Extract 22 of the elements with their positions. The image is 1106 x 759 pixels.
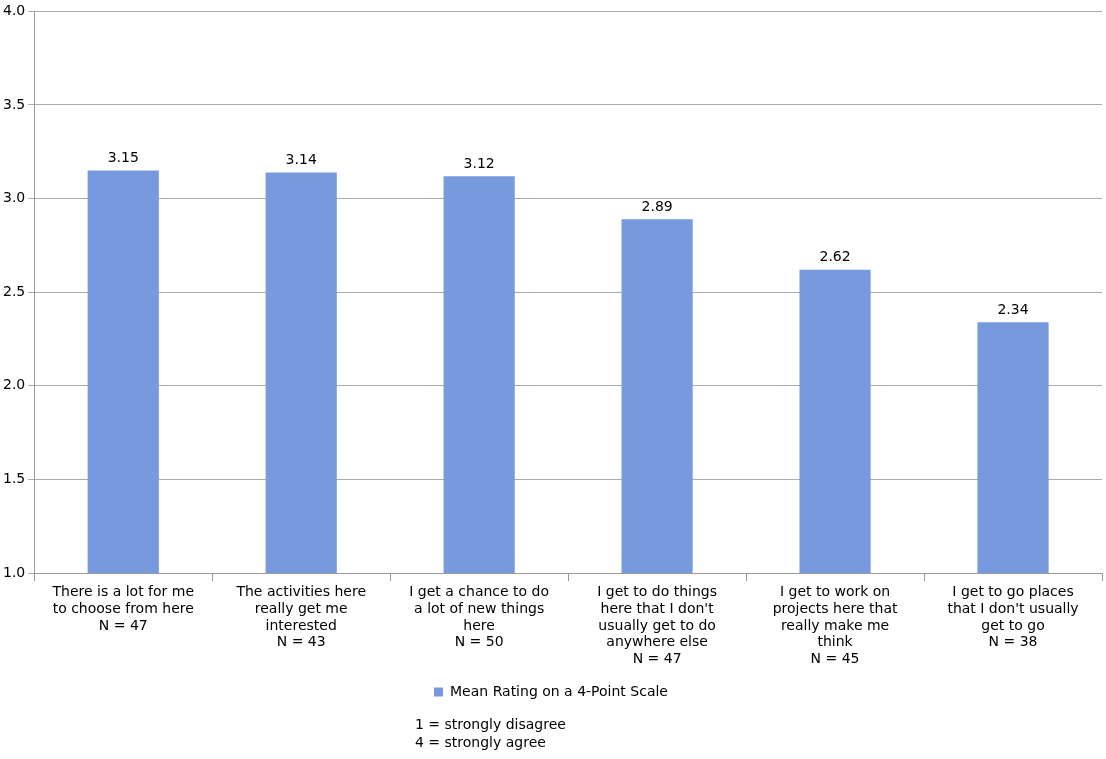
y-tick-label: 2.0 (3, 376, 26, 393)
data-label: 3.15 (107, 149, 139, 166)
data-label: 2.89 (641, 197, 673, 214)
x-tick-label: I get to do things here that I don't usually get to do anywhere else N = 47 (597, 583, 717, 667)
text: 1 = strongly disagree (415, 716, 566, 732)
data-label: 2.62 (819, 248, 851, 265)
y-tick-label: 1.5 (3, 470, 26, 487)
x-tick-label: The activities here really get me interested N = 43 (235, 583, 366, 650)
data-label: 3.12 (463, 154, 495, 171)
x-tick-label: There is a lot for me to choose from here N = 47 (51, 583, 195, 633)
y-tick-label: 4.0 (3, 2, 26, 19)
y-tick-label: 1.0 (3, 563, 26, 580)
x-tick-label: I get to go places that I don't usually get to go N = 38 (947, 583, 1079, 650)
x-tick-label: I get a chance to do a lot of new things here N = 50 (409, 583, 550, 650)
text: 4 = strongly agree (415, 734, 546, 750)
data-label: 2.34 (997, 300, 1029, 317)
legend-label: Mean Rating on a 4-Point Scale (450, 682, 668, 699)
y-tick-label: 3.5 (3, 95, 26, 112)
y-tick-label: 3.0 (3, 189, 26, 206)
y-tick-label: 2.5 (3, 282, 26, 299)
data-label: 3.14 (285, 151, 317, 168)
x-tick-label: I get to work on projects here that really make me think N = 45 (772, 583, 898, 667)
